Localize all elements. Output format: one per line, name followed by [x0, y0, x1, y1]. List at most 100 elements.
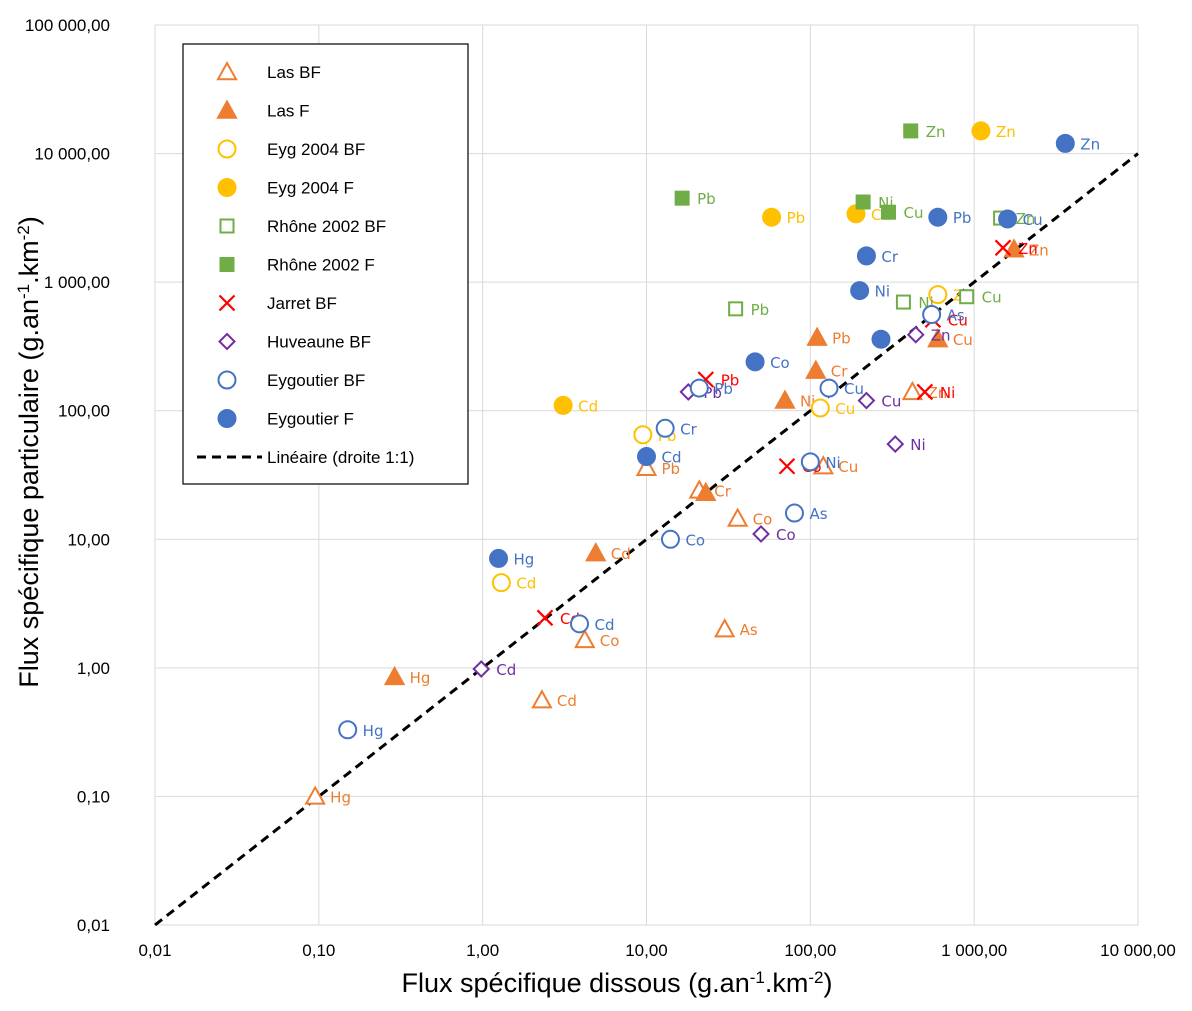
point-label: Ni [875, 283, 890, 301]
point-label: Cu [1023, 211, 1043, 229]
y-tick-label: 10 000,00 [34, 145, 110, 164]
point-label: Cd [611, 545, 631, 563]
point-rh-ne-2002-f-pb [674, 190, 690, 206]
point-eyg-2004-f-zn [971, 121, 991, 141]
point-eygoutier-bf-hg [338, 720, 358, 740]
y-tick-label: 0,01 [77, 916, 110, 935]
x-tick-label: 1 000,00 [941, 941, 1007, 960]
point-label: Cu [948, 312, 968, 330]
point-eygoutier-f [871, 329, 891, 349]
legend-marker [217, 139, 237, 159]
point-jarret-bf-cd [536, 609, 554, 627]
point-label: Cu [838, 458, 858, 476]
point-las-f [695, 481, 717, 501]
point-eygoutier-bf-ni [800, 452, 820, 472]
point-label: Co [685, 531, 705, 549]
point-eygoutier-bf-cu [819, 378, 839, 398]
point-label: Pb [787, 209, 806, 227]
point-label: Pb [714, 380, 733, 398]
legend-item-eyg-2004-bf: Eyg 2004 BF [217, 139, 365, 159]
x-tick-label: 10,00 [625, 941, 668, 960]
legend-label: Rhône 2002 BF [267, 217, 386, 236]
point-label: Cu [835, 400, 855, 418]
y-tick-label: 1,00 [77, 659, 110, 678]
point-label: Hg [363, 722, 384, 740]
legend-marker [218, 294, 236, 312]
legend-marker [219, 257, 235, 272]
point-label: Hg [410, 669, 431, 687]
point-eygoutier-f-cu [998, 209, 1018, 229]
series-huveaune-bf: Cd Pb Co Cu Ni Zn [472, 325, 951, 679]
point-huveaune-bf-ni [886, 435, 905, 454]
point-rh-ne-2002-f-ni [855, 194, 871, 210]
point-label: Cu [904, 204, 924, 222]
legend-marker [219, 218, 235, 234]
point-label: As [740, 621, 758, 639]
y-tick-label: 100 000,00 [25, 16, 110, 35]
legend-item-eyg-2004-f: Eyg 2004 F [217, 178, 354, 198]
trendline [154, 152, 1139, 927]
x-tick-label: 0,10 [302, 941, 335, 960]
legend-label: Rhône 2002 F [267, 256, 375, 275]
point-label: Cr [881, 248, 898, 266]
point-label: Pb [697, 190, 716, 208]
point-label: Zn [927, 384, 947, 402]
x-tick-label: 1,00 [466, 941, 499, 960]
legend-item-jarret-bf: Jarret BF [218, 294, 337, 313]
point-label: Zn [1016, 210, 1036, 228]
point-las-f-cu [927, 328, 949, 348]
point-las-bf-pb [635, 456, 658, 476]
point-label: Pb [751, 301, 770, 319]
legend-label: Eygoutier F [267, 410, 354, 429]
point-eygoutier-bf-pb [689, 378, 709, 398]
legend-label: Huveaune BF [267, 333, 371, 352]
point-eygoutier-bf-as [784, 503, 804, 523]
point-eyg-2004-f-pb [762, 207, 782, 227]
point-label: Co [776, 526, 796, 544]
point-huveaune-bf-zn [906, 325, 925, 344]
point-label: Ni [940, 384, 955, 402]
point-eygoutier-f-ni [850, 281, 870, 301]
point-eygoutier-bf-cr [655, 418, 675, 438]
point-eygoutier-f-co [745, 352, 765, 372]
point-eygoutier-f-cd [637, 447, 656, 467]
point-eyg-2004-bf-pb [633, 425, 653, 445]
point-label: Cu [953, 331, 973, 349]
legend-item-las-bf: Las BF [216, 60, 321, 82]
point-huveaune-bf-cu [857, 391, 876, 410]
point-label: Co [770, 354, 790, 372]
point-label: Cr [831, 363, 848, 381]
point-label: Hg [514, 550, 535, 568]
point-rh-ne-2002-f-zn [903, 123, 919, 139]
point-jarret-bf-zn [994, 239, 1012, 257]
point-las-f-cd [585, 542, 607, 562]
point-rh-ne-2002-bf-ni [895, 294, 911, 310]
legend-item-las-f: Las F [216, 99, 310, 121]
point-label: Ni [910, 436, 925, 454]
legend-item-huveaune-bf: Huveaune BF [218, 333, 371, 352]
legend-marker [216, 99, 238, 119]
point-jarret-bf-co [778, 457, 796, 475]
point-las-f-cr [805, 359, 827, 379]
y-tick-labels: 0,01 0,10 1,00 10,00 100,00 1 000,00 10 000,00… [25, 16, 110, 935]
point-las-bf-cd [531, 689, 553, 709]
x-tick-label: 10 000,00 [1100, 941, 1176, 960]
point-label: Cd [516, 575, 536, 593]
legend-label: Linéaire (droite 1:1) [267, 448, 414, 467]
point-eygoutier-bf-cd [570, 614, 590, 634]
point-label: Zn [1080, 135, 1100, 153]
point-eygoutier-f-hg [489, 548, 509, 568]
y-tick-label: 0,10 [77, 787, 110, 806]
point-eyg-2004-bf-cd [491, 573, 511, 593]
point-eygoutier-bf-co [660, 529, 680, 549]
y-axis-title: Flux spécifique particulaire (g.an-1.km-… [14, 216, 45, 687]
point-rh-ne-2002-f-cu [881, 204, 897, 220]
point-label: Zn [1018, 240, 1038, 258]
point-las-f-zn [1003, 238, 1025, 258]
point-label: Cd [578, 397, 598, 415]
point-label: Cu [982, 289, 1002, 307]
